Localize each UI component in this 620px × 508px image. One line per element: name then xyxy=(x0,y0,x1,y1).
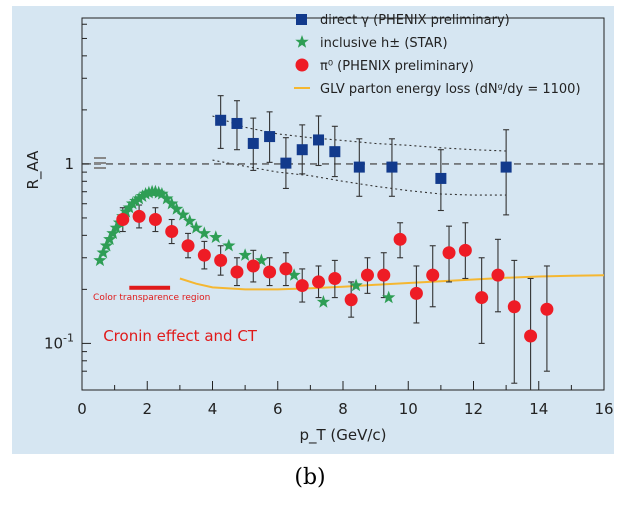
inclusive-h-point xyxy=(254,253,269,267)
pi0-point xyxy=(507,300,521,314)
color-transparence-label: Color transparence region xyxy=(93,293,210,303)
inclusive-h-point xyxy=(287,268,301,281)
direct-gamma-point xyxy=(215,114,227,126)
glv-curve xyxy=(179,274,605,291)
direct-gamma-point xyxy=(264,131,276,143)
unity-marker-icon xyxy=(94,157,106,169)
inclusive-h-point xyxy=(189,220,203,234)
x-tick-label: 6 xyxy=(273,400,283,418)
legend: direct γ (PHENIX preliminary) inclusive … xyxy=(294,13,581,97)
legend-label-direct-gamma: direct γ (PHENIX preliminary) xyxy=(320,13,510,28)
direct-gamma-point xyxy=(313,134,325,146)
inclusive-h-point xyxy=(176,207,190,221)
inclusive-h-point xyxy=(93,253,107,267)
error-bars xyxy=(119,95,550,391)
x-tick-label: 0 xyxy=(77,400,87,418)
pi0-point xyxy=(181,239,195,253)
pi0-point xyxy=(165,225,179,239)
pi0-point xyxy=(295,279,309,293)
direct-gamma-point xyxy=(353,161,365,173)
direct-gamma-point xyxy=(435,172,447,184)
y-axis-title: R_AA xyxy=(24,150,43,190)
direct-gamma-point xyxy=(329,146,341,158)
inclusive-h-point xyxy=(349,278,363,292)
pi0-point xyxy=(279,262,293,276)
inclusive-h-point xyxy=(125,196,140,210)
x-tick-label: 4 xyxy=(208,400,218,418)
inclusive-h-point xyxy=(222,238,236,252)
inclusive-h-point xyxy=(183,214,197,227)
x-tick-label: 16 xyxy=(594,400,613,418)
x-axis-title: p_T (GeV/c) xyxy=(299,426,386,445)
x-tick-label: 10 xyxy=(399,400,418,418)
x-tick-label: 14 xyxy=(529,400,548,418)
pi0-point xyxy=(442,246,456,260)
cronin-label: Cronin effect and CT xyxy=(103,327,258,345)
pi0-point xyxy=(197,248,211,262)
pi0-point xyxy=(458,243,472,257)
direct-gamma-point xyxy=(231,117,243,129)
direct-gamma-point xyxy=(247,137,259,149)
pi0-point xyxy=(426,268,440,282)
inclusive-h-point xyxy=(103,232,117,245)
plot-panel-bg xyxy=(12,6,614,454)
inclusive-h-point xyxy=(99,238,114,252)
pi0-point xyxy=(132,209,146,223)
pi0-point xyxy=(214,253,228,267)
x-tick-label: 8 xyxy=(338,400,348,418)
inclusive-h-point xyxy=(160,191,174,205)
inclusive-h-point xyxy=(129,194,143,207)
inclusive-h-point xyxy=(316,295,331,308)
pi0-point xyxy=(524,329,538,343)
inclusive-h-point xyxy=(135,189,149,202)
inclusive-h-point xyxy=(165,196,179,210)
pi0-point xyxy=(148,213,162,227)
pi0-point xyxy=(246,259,260,273)
legend-label-inclusive-h: inclusive h± (STAR) xyxy=(320,36,448,51)
color-transparence-bar xyxy=(129,285,171,290)
inclusive-h-point xyxy=(209,230,223,243)
direct-gamma-point xyxy=(280,157,292,169)
pi0-point xyxy=(312,275,326,289)
x-axis-ticks: 0 2 4 6 8 10 12 14 16 xyxy=(77,381,614,418)
pi0-point xyxy=(491,268,505,282)
pi0-point xyxy=(377,268,391,282)
inclusive-h-point xyxy=(197,226,211,240)
figure-caption: (b) xyxy=(294,465,326,490)
inclusive-h-points xyxy=(93,184,396,308)
pi0-points xyxy=(116,209,554,343)
legend-swatch-pi0 xyxy=(295,58,309,72)
y-tick-label: 1 xyxy=(64,155,74,173)
legend-swatch-inclusive-h xyxy=(295,35,309,48)
inclusive-h-point xyxy=(96,245,110,259)
direct-gamma-point xyxy=(296,144,308,156)
legend-swatch-direct-gamma xyxy=(296,14,307,25)
band-upper-curve xyxy=(212,115,507,152)
inclusive-h-point xyxy=(238,248,252,261)
pi0-point xyxy=(263,265,277,279)
inclusive-h-point xyxy=(170,202,184,215)
direct-gamma-point xyxy=(386,161,398,173)
pi0-point xyxy=(360,268,374,282)
direct-gamma-band xyxy=(212,115,507,196)
direct-gamma-points xyxy=(215,114,512,184)
inclusive-h-point xyxy=(382,290,396,304)
inclusive-h-point xyxy=(132,191,146,205)
pi0-point xyxy=(540,302,554,316)
pi0-point xyxy=(393,232,407,246)
pi0-point xyxy=(116,213,130,227)
x-tick-label: 2 xyxy=(142,400,152,418)
pi0-point xyxy=(344,293,358,307)
pi0-point xyxy=(328,271,342,285)
x-tick-label: 12 xyxy=(464,400,483,418)
pi0-point xyxy=(475,291,489,305)
legend-label-glv: GLV parton energy loss (dNᵍ/dy = 1100) xyxy=(320,82,581,97)
pi0-point xyxy=(409,286,423,300)
legend-label-pi0: π⁰ (PHENIX preliminary) xyxy=(320,59,474,74)
pi0-point xyxy=(230,265,244,279)
direct-gamma-point xyxy=(500,161,512,173)
inclusive-h-point xyxy=(155,187,169,200)
